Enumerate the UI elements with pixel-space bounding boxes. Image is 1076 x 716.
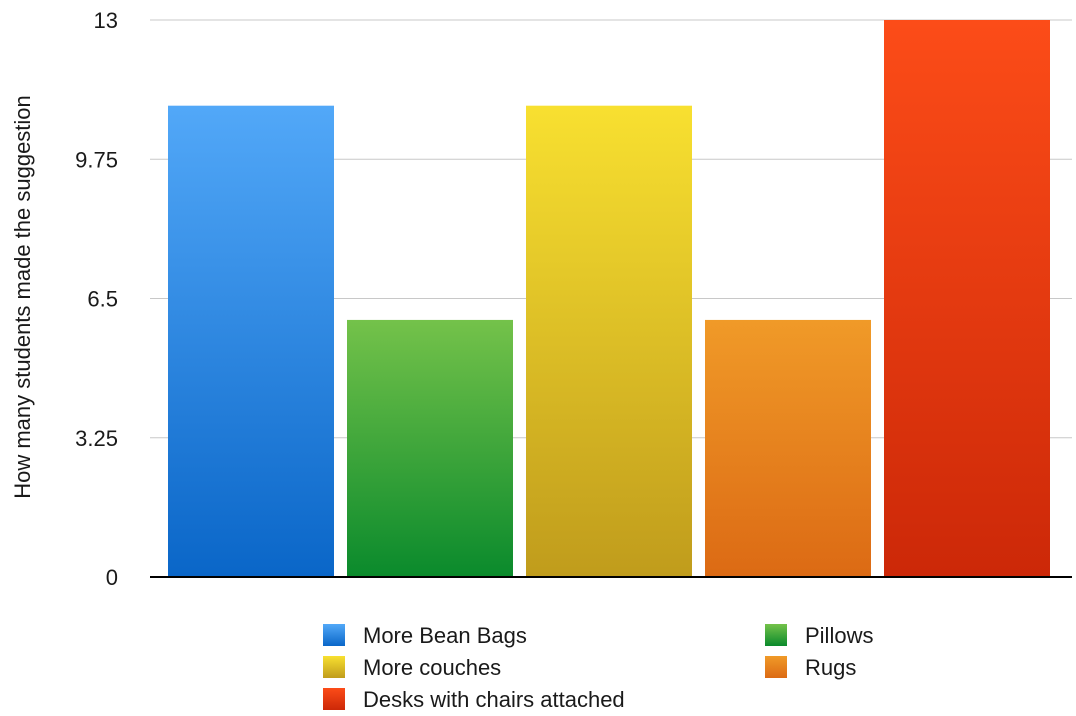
bar-desks-with-chairs-attached bbox=[884, 20, 1050, 577]
y-tick-label: 9.75 bbox=[75, 147, 118, 172]
y-tick-label: 0 bbox=[106, 565, 118, 590]
y-tick-label: 6.5 bbox=[87, 287, 118, 312]
legend-swatch bbox=[323, 624, 345, 646]
y-axis-ticks: 0 3.25 6.5 9.75 13 bbox=[75, 8, 118, 590]
legend-label: More couches bbox=[363, 655, 501, 680]
legend-label: Pillows bbox=[805, 623, 873, 648]
legend-label: Desks with chairs attached bbox=[363, 687, 625, 712]
legend-swatch bbox=[765, 656, 787, 678]
bar-more-bean-bags bbox=[168, 105, 334, 577]
legend-swatch bbox=[765, 624, 787, 646]
bar-rugs bbox=[705, 319, 871, 577]
legend-swatch bbox=[323, 656, 345, 678]
legend: More Bean Bags Pillows More couches Rugs Des… bbox=[323, 623, 873, 712]
y-axis-title: How many students made the suggestion bbox=[10, 95, 35, 499]
bar-pillows bbox=[347, 319, 513, 577]
bars bbox=[168, 20, 1050, 577]
y-tick-label: 3.25 bbox=[75, 426, 118, 451]
legend-label: Rugs bbox=[805, 655, 856, 680]
y-tick-label: 13 bbox=[94, 8, 118, 33]
legend-swatch bbox=[323, 688, 345, 710]
legend-label: More Bean Bags bbox=[363, 623, 527, 648]
bar-more-couches bbox=[526, 105, 692, 577]
